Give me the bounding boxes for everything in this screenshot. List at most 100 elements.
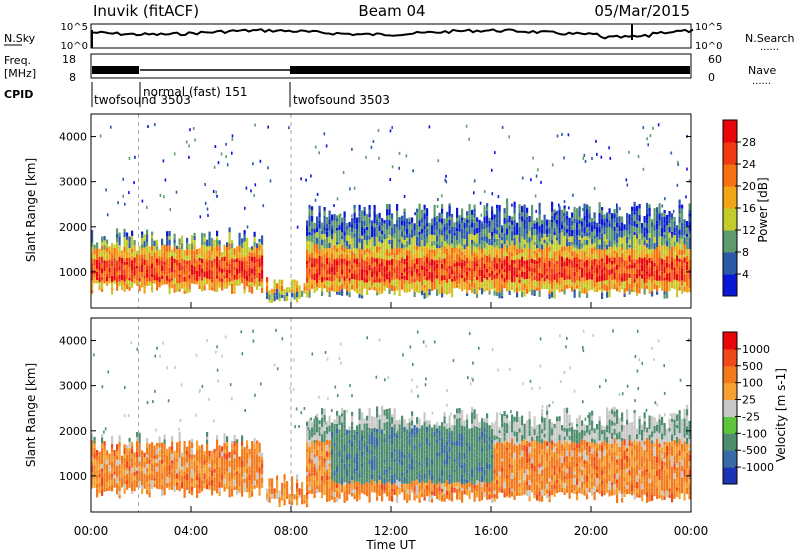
data-cell (436, 216, 438, 222)
data-cell (199, 473, 201, 478)
data-cell (329, 448, 331, 452)
data-cell (549, 294, 551, 299)
data-cell (261, 288, 263, 293)
data-cell (461, 269, 463, 275)
data-cell (149, 273, 151, 277)
data-cell (324, 431, 326, 436)
data-cell (526, 221, 528, 227)
data-cell (334, 271, 336, 275)
data-cell (636, 284, 638, 290)
data-cell (689, 231, 691, 234)
data-cell (356, 439, 358, 443)
data-cell (456, 213, 458, 218)
data-cell (506, 248, 508, 252)
data-cell (664, 295, 666, 299)
data-cell (339, 429, 341, 433)
data-cell (306, 452, 308, 456)
scatter-cell (349, 187, 351, 190)
data-cell (461, 246, 463, 252)
data-cell (141, 284, 143, 288)
data-cell (479, 276, 481, 282)
data-cell (659, 284, 661, 288)
data-cell (314, 229, 316, 233)
data-cell (99, 257, 101, 263)
data-cell (311, 229, 313, 233)
data-cell (641, 258, 643, 264)
data-cell (254, 459, 256, 464)
scatter-cell (647, 143, 649, 146)
scatter-cell (351, 214, 353, 217)
data-cell (161, 460, 163, 464)
scatter-cell (664, 197, 666, 200)
data-cell (366, 431, 368, 436)
data-cell (481, 258, 483, 262)
data-cell (351, 279, 353, 285)
data-cell (131, 467, 133, 473)
data-cell (636, 224, 638, 228)
data-cell (589, 232, 591, 236)
scatter-cell (561, 133, 563, 136)
data-cell (546, 242, 548, 246)
data-cell (269, 290, 271, 294)
data-cell (229, 472, 231, 476)
data-cell (401, 257, 403, 263)
data-cell (636, 260, 638, 264)
data-cell (334, 458, 336, 465)
data-cell (544, 234, 546, 240)
data-cell (179, 437, 181, 442)
data-cell (504, 214, 506, 218)
data-cell (156, 246, 158, 250)
data-cell (326, 470, 328, 476)
data-cell (374, 432, 376, 437)
data-cell (251, 253, 253, 257)
data-cell (459, 254, 461, 257)
data-cell (179, 458, 181, 462)
data-cell (431, 230, 433, 235)
data-cell (261, 261, 263, 266)
scatter-cell (176, 191, 178, 194)
data-cell (231, 284, 233, 289)
data-cell (161, 239, 163, 246)
data-cell (441, 281, 443, 287)
data-cell (566, 251, 568, 257)
data-cell (674, 241, 676, 247)
scatter-cell (438, 159, 440, 162)
data-cell (539, 281, 541, 287)
data-cell (249, 289, 251, 292)
data-cell (439, 235, 441, 239)
data-cell (139, 255, 141, 258)
data-cell (379, 250, 381, 254)
data-cell (116, 456, 118, 460)
scatter-cell (147, 125, 149, 128)
data-cell (389, 215, 391, 220)
data-cell (529, 243, 531, 249)
data-cell (581, 278, 583, 284)
data-cell (224, 459, 226, 465)
data-cell (374, 269, 376, 274)
data-cell (526, 234, 528, 239)
data-cell (364, 207, 366, 211)
data-cell (501, 244, 503, 249)
data-cell (281, 286, 283, 291)
data-cell (259, 282, 261, 287)
data-cell (356, 264, 358, 267)
data-cell (409, 259, 411, 262)
data-cell (411, 245, 413, 250)
data-cell (491, 215, 493, 220)
data-cell (221, 288, 223, 291)
data-cell (426, 243, 428, 248)
data-cell (629, 221, 631, 225)
data-cell (424, 239, 426, 246)
data-cell (461, 223, 463, 229)
data-cell (344, 265, 346, 271)
data-cell (661, 236, 663, 239)
data-cell (374, 279, 376, 282)
data-cell (366, 283, 368, 290)
data-cell (614, 223, 616, 227)
data-cell (221, 474, 223, 479)
data-cell (311, 437, 313, 441)
data-cell (389, 226, 391, 230)
scatter-cell (288, 126, 290, 129)
data-cell (681, 205, 683, 209)
data-cell (369, 415, 371, 418)
